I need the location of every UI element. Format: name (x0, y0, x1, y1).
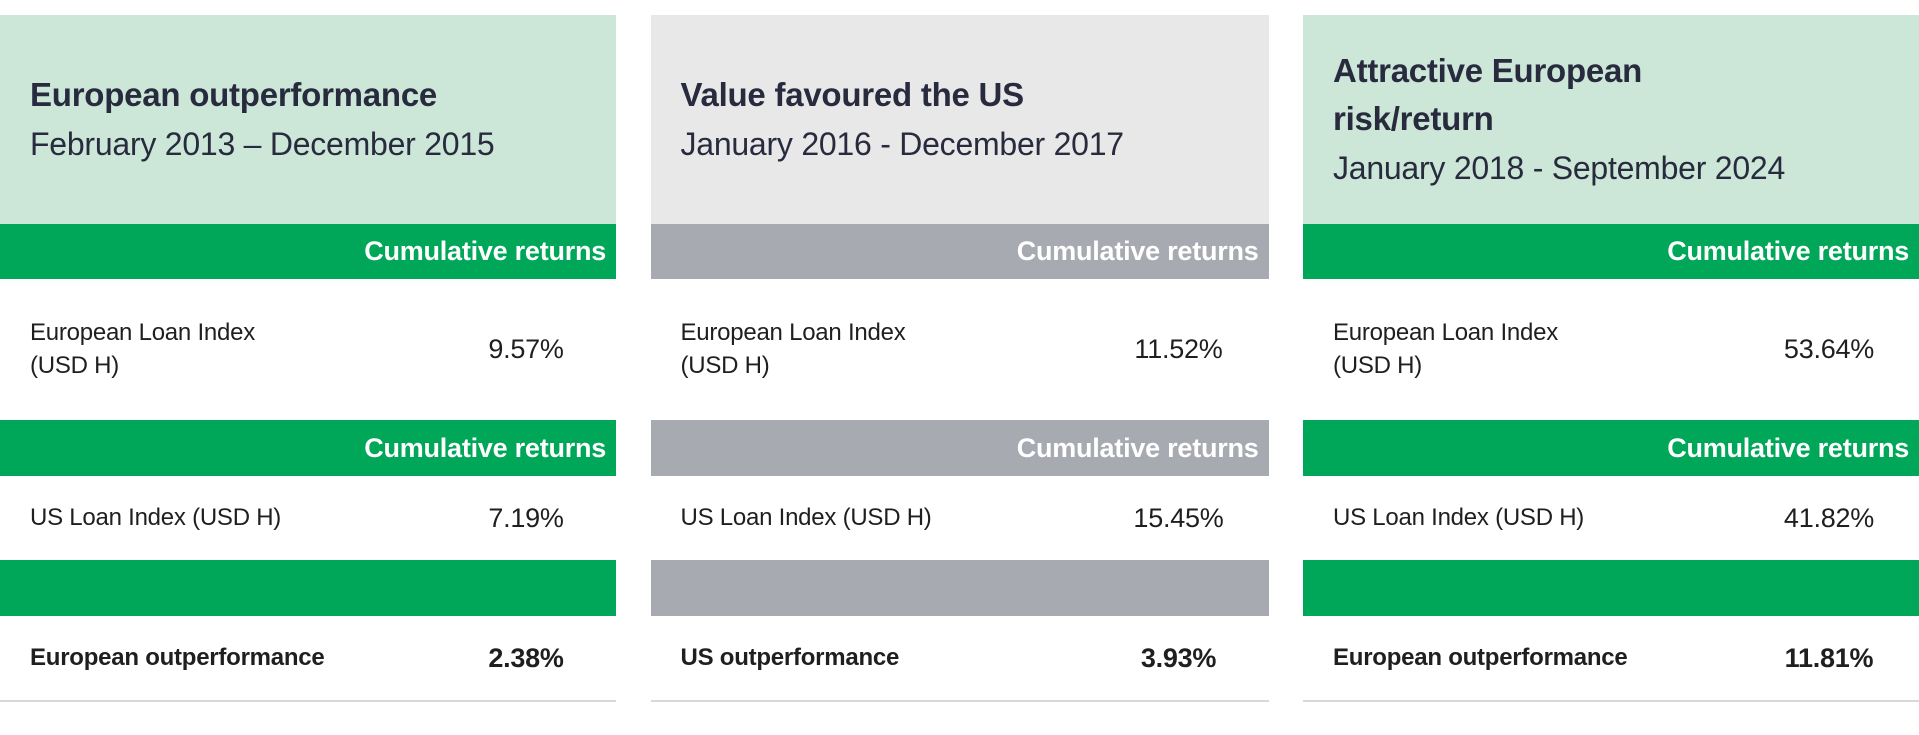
section-value-favoured-us-2016-2017: Value favoured the US January 2016 - Dec… (650, 15, 1269, 702)
cumulative-returns-label: Cumulative returns (1016, 432, 1259, 463)
section-attractive-european-2018-2024: Attractive European risk/return January … (1303, 15, 1919, 702)
index-label: European Loan Index (USD H) (30, 319, 255, 379)
index-label: European Loan Index (USD H) (680, 319, 906, 379)
section-period: January 2018 - September 2024 (1333, 150, 1786, 187)
cumulative-returns-header-bar: Cumulative returns (1303, 420, 1919, 476)
summary-label: European outperformance (30, 643, 325, 671)
section-header: Attractive European risk/return January … (1303, 15, 1919, 224)
summary-label: European outperformance (1333, 643, 1628, 671)
section-european-outperformance-2013-2015: European outperformance February 2013 – … (0, 15, 616, 702)
cumulative-returns-label: Cumulative returns (1667, 432, 1909, 463)
cumulative-returns-header-bar: Cumulative returns (0, 224, 616, 279)
table-row: European Loan Index (USD H) 11.52% (650, 279, 1269, 420)
summary-value: 2.38% (488, 642, 564, 673)
table-row: European Loan Index (USD H) 9.57% (0, 279, 616, 420)
summary-row: US outperformance 3.93% (650, 616, 1269, 700)
divider-bar (1303, 560, 1919, 616)
cumulative-returns-label: Cumulative returns (1667, 236, 1909, 266)
index-value: 11.52% (1134, 334, 1223, 364)
index-value: 15.45% (1133, 502, 1224, 533)
index-label: US Loan Index (USD H) (30, 503, 282, 531)
section-period: February 2013 – December 2015 (30, 126, 495, 163)
cumulative-returns-label: Cumulative returns (1016, 236, 1259, 266)
summary-value: 11.81% (1784, 642, 1874, 673)
index-value: 41.82% (1783, 502, 1875, 533)
summary-row: European outperformance 2.38% (0, 616, 616, 700)
table-row: US Loan Index (USD H) 15.45% (650, 476, 1269, 560)
divider-bar (650, 560, 1269, 616)
section-header: Value favoured the US January 2016 - Dec… (650, 15, 1269, 224)
table-row: US Loan Index (USD H) 41.82% (1303, 476, 1919, 560)
cumulative-returns-label: Cumulative returns (364, 432, 606, 463)
index-value: 7.19% (488, 502, 564, 533)
divider-bar (0, 560, 616, 616)
index-value: 53.64% (1783, 334, 1875, 364)
section-period: January 2016 - December 2017 (680, 126, 1125, 163)
cumulative-returns-header-bar: Cumulative returns (650, 224, 1269, 279)
cumulative-returns-header-bar: Cumulative returns (1303, 224, 1919, 279)
section-header: European outperformance February 2013 – … (0, 15, 616, 224)
summary-row: European outperformance 11.81% (1303, 616, 1919, 700)
summary-label: US outperformance (680, 643, 900, 671)
section-title: Attractive European risk/return (1333, 52, 1643, 138)
index-label: US Loan Index (USD H) (680, 503, 932, 531)
cumulative-returns-label: Cumulative returns (364, 236, 606, 266)
cumulative-returns-header-bar: Cumulative returns (0, 420, 616, 476)
table-row: US Loan Index (USD H) 7.19% (0, 476, 616, 560)
table-row: European Loan Index (USD H) 53.64% (1303, 279, 1919, 420)
section-title: European outperformance (30, 76, 438, 114)
summary-value: 3.93% (1140, 642, 1217, 673)
section-title: Value favoured the US (680, 76, 1025, 114)
index-value: 9.57% (488, 334, 564, 364)
cumulative-returns-header-bar: Cumulative returns (650, 420, 1269, 476)
index-label: European Loan Index (USD H) (1333, 319, 1558, 379)
index-label: US Loan Index (USD H) (1333, 503, 1585, 531)
